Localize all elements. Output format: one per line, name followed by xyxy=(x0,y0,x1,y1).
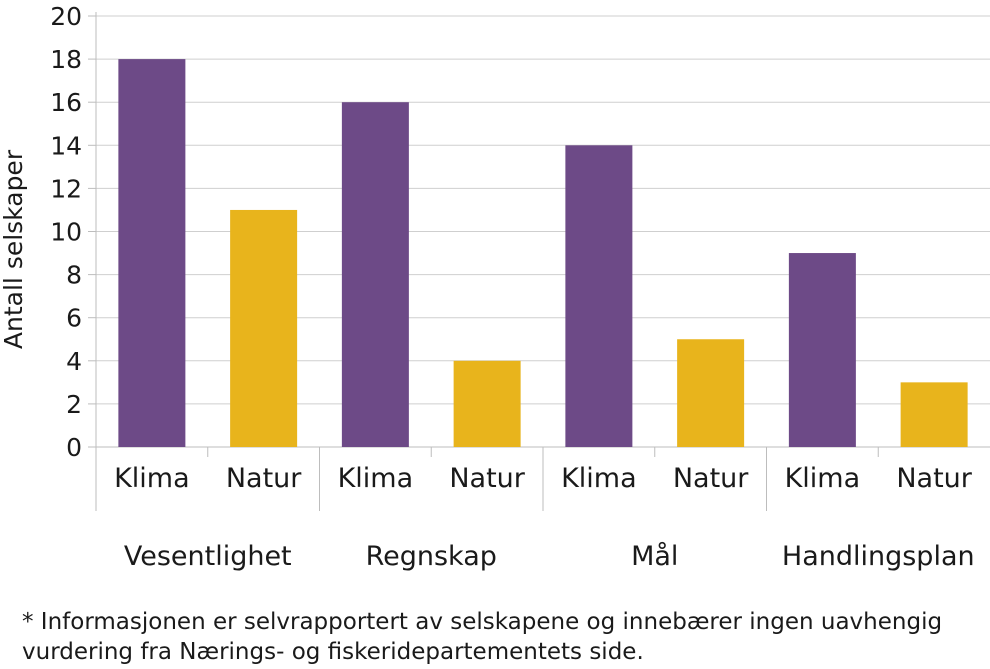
y-tick-label: 0 xyxy=(66,433,82,462)
x-category-label: Natur xyxy=(226,463,302,494)
bar xyxy=(900,382,968,447)
x-category-label: Klima xyxy=(338,463,414,494)
y-tick-label: 10 xyxy=(50,218,82,247)
bar-chart: 0 2 4 6 8 10 12 14 16 18 20 Antall selskaper Klima Na… xyxy=(0,2,990,572)
footnote-line-1: * Informasjonen er selvrapportert av sel… xyxy=(22,609,943,635)
y-tick-label: 18 xyxy=(50,45,82,74)
y-tick-label: 2 xyxy=(66,390,82,419)
y-tick-label: 20 xyxy=(50,2,82,31)
bar xyxy=(341,102,409,447)
x-group-label: Mål xyxy=(631,541,678,572)
bar xyxy=(565,145,633,448)
bar xyxy=(453,360,521,447)
y-tick-label: 12 xyxy=(50,174,82,203)
bar xyxy=(677,339,745,447)
bar xyxy=(118,59,186,447)
x-group-label: Vesentlighet xyxy=(124,541,292,572)
bar xyxy=(230,209,298,447)
x-category-label: Klima xyxy=(114,463,190,494)
footnote: * Informasjonen er selvrapportert av sel… xyxy=(22,607,982,667)
y-tick-label: 6 xyxy=(66,304,82,333)
y-tick-label: 14 xyxy=(50,131,82,160)
x-category-label: Natur xyxy=(896,463,972,494)
y-tick-label: 8 xyxy=(66,261,82,290)
x-category-label: Natur xyxy=(673,463,749,494)
footnote-line-2: vurdering fra Nærings- og fiskerideparte… xyxy=(22,639,644,665)
x-category-label: Klima xyxy=(785,463,861,494)
x-group-label: Regnskap xyxy=(366,541,497,572)
y-tick-label: 4 xyxy=(66,347,82,376)
y-tick-label: 16 xyxy=(50,88,82,117)
x-category-label: Natur xyxy=(449,463,525,494)
y-axis-title: Antall selskaper xyxy=(0,149,28,349)
bar xyxy=(788,253,856,447)
x-group-label: Handlingsplan xyxy=(782,541,975,572)
x-category-label: Klima xyxy=(561,463,637,494)
